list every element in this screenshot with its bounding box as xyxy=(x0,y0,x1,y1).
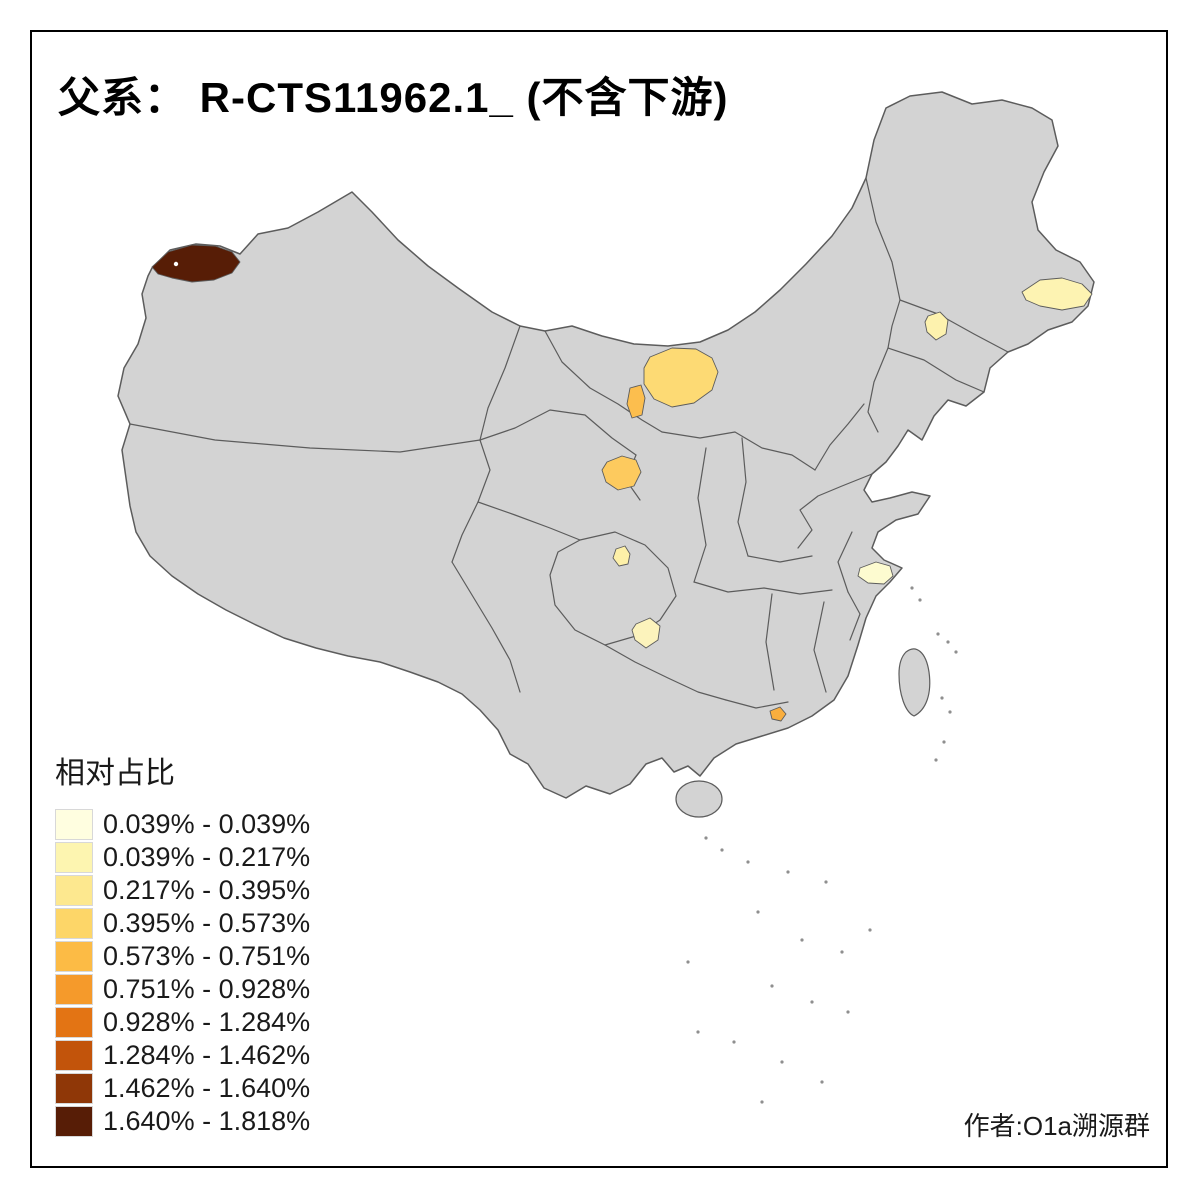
legend-row: 1.640% - 1.818% xyxy=(55,1105,310,1138)
legend-row: 0.039% - 0.217% xyxy=(55,841,310,874)
legend-row: 0.395% - 0.573% xyxy=(55,907,310,940)
legend-swatch xyxy=(55,1040,93,1071)
region-heilongjiang-southeast-patch xyxy=(1021,277,1093,311)
china-mainland xyxy=(117,91,1095,799)
legend-swatch xyxy=(55,974,93,1005)
legend-row: 1.284% - 1.462% xyxy=(55,1039,310,1072)
legend-label: 1.462% - 1.640% xyxy=(103,1073,311,1103)
legend-label: 0.217% - 0.395% xyxy=(103,875,311,905)
legend-swatch xyxy=(55,875,93,906)
region-sichuan-patch xyxy=(612,545,631,567)
region-shanghai-jiangsu-patch xyxy=(857,561,894,585)
region-guangdong-patch xyxy=(769,706,787,722)
legend-swatch xyxy=(55,908,93,939)
legend: 相对占比 0.039% - 0.039% 0.039% - 0.217% 0.2… xyxy=(55,748,310,1138)
region-inner-mongolia-patch xyxy=(643,347,719,408)
region-gansu-patch xyxy=(601,455,642,491)
legend-label: 0.751% - 0.928% xyxy=(103,974,311,1004)
legend-label: 1.284% - 1.462% xyxy=(103,1040,311,1070)
legend-row: 1.462% - 1.640% xyxy=(55,1072,310,1105)
legend-swatch xyxy=(55,842,93,873)
sea-islands xyxy=(686,586,958,1104)
region-inner-mongolia-strip xyxy=(626,384,646,419)
region-xinjiang-ili-gap xyxy=(173,261,179,267)
legend-label: 0.395% - 0.573% xyxy=(103,908,311,938)
legend-label: 0.039% - 0.039% xyxy=(103,809,311,839)
legend-swatch xyxy=(55,1073,93,1104)
legend-label: 0.039% - 0.217% xyxy=(103,842,311,872)
region-jilin-patch xyxy=(924,311,949,341)
region-guizhou-patch xyxy=(631,617,661,649)
legend-row: 0.928% - 1.284% xyxy=(55,1006,310,1039)
page-title: 父系： R-CTS11962.1_ (不含下游) xyxy=(58,74,729,121)
taiwan-island xyxy=(898,648,931,717)
hainan-island xyxy=(675,780,723,818)
region-xinjiang-ili xyxy=(151,244,241,283)
legend-swatch xyxy=(55,1007,93,1038)
legend-row: 0.573% - 0.751% xyxy=(55,940,310,973)
legend-row: 0.751% - 0.928% xyxy=(55,973,310,1006)
legend-title: 相对占比 xyxy=(55,757,175,790)
legend-label: 1.640% - 1.818% xyxy=(103,1106,311,1136)
legend-swatch xyxy=(55,809,93,840)
author-credit: 作者:O1a溯源群 xyxy=(963,1111,1150,1141)
legend-row: 0.217% - 0.395% xyxy=(55,874,310,907)
legend-row: 0.039% - 0.039% xyxy=(55,808,310,841)
legend-label: 0.928% - 1.284% xyxy=(103,1007,311,1037)
legend-swatch xyxy=(55,1106,93,1137)
legend-swatch xyxy=(55,941,93,972)
legend-label: 0.573% - 0.751% xyxy=(103,941,311,971)
